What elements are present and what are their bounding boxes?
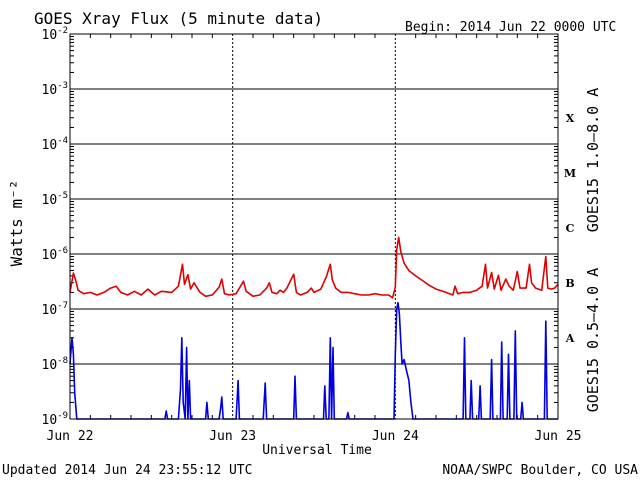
plot-background: [70, 34, 558, 419]
y-tick-exponent: -7: [57, 301, 68, 311]
y-tick-base: 10: [42, 248, 58, 263]
y-tick-base: 10: [42, 28, 58, 43]
legend-label-1-8A: GOES15 1.0–8.0 A: [584, 88, 602, 233]
y-tick-exponent: -9: [57, 411, 68, 421]
x-axis-label: Universal Time: [262, 443, 372, 458]
y-axis-label: Watts m⁻²: [7, 180, 26, 267]
updated-timestamp: Updated 2014 Jun 24 23:55:12 UTC: [2, 463, 252, 478]
flare-class-labels: A B C M X: [564, 112, 576, 345]
x-tick-label: Jun 23: [209, 429, 256, 444]
series-line-0: [69, 236, 559, 299]
plot-area: [69, 33, 559, 420]
y-tick-exponent: -4: [57, 136, 68, 146]
flare-class-label: X: [566, 112, 575, 125]
y-tick-base: 10: [42, 303, 58, 318]
flare-class-label: C: [566, 222, 575, 235]
x-tick-label: Jun 22: [47, 429, 94, 444]
y-tick-base: 10: [42, 193, 58, 208]
y-tick-label: 10-9: [42, 411, 69, 428]
credit-text: NOAA/SWPC Boulder, CO USA: [442, 463, 638, 478]
y-tick-label: 10-2: [42, 26, 69, 43]
legend-label-05-4A: GOES15 0.5–4.0 A: [584, 268, 602, 413]
y-tick-label: 10-5: [42, 191, 69, 208]
y-tick-label: 10-7: [42, 301, 69, 318]
plot-frame: [69, 33, 559, 420]
y-tick-label: 10-3: [42, 81, 69, 98]
y-tick-label: 10-8: [42, 356, 69, 373]
x-tick-label: Jun 25: [535, 429, 582, 444]
y-tick-base: 10: [42, 413, 58, 428]
y-tick-exponent: -6: [57, 246, 68, 256]
x-tick-labels: Jun 22 Jun 23 Jun 24 Jun 25: [47, 429, 582, 444]
y-tick-label: 10-6: [42, 246, 69, 263]
flare-class-label: B: [565, 277, 574, 290]
chart-title: GOES Xray Flux (5 minute data): [34, 9, 323, 28]
y-tick-base: 10: [42, 358, 58, 373]
y-tick-labels: 10-910-810-710-610-510-410-310-2: [42, 26, 69, 428]
flare-class-label: A: [565, 332, 575, 345]
y-tick-exponent: -2: [57, 26, 68, 36]
y-tick-exponent: -8: [57, 356, 68, 366]
y-tick-label: 10-4: [42, 136, 69, 153]
flare-class-label: M: [564, 167, 576, 180]
begin-label: Begin: 2014 Jun 22 0000 UTC: [405, 20, 616, 35]
y-tick-exponent: -3: [57, 81, 68, 91]
y-tick-base: 10: [42, 138, 58, 153]
y-tick-base: 10: [42, 83, 58, 98]
y-tick-exponent: -5: [57, 191, 68, 201]
x-tick-label: Jun 24: [372, 429, 419, 444]
